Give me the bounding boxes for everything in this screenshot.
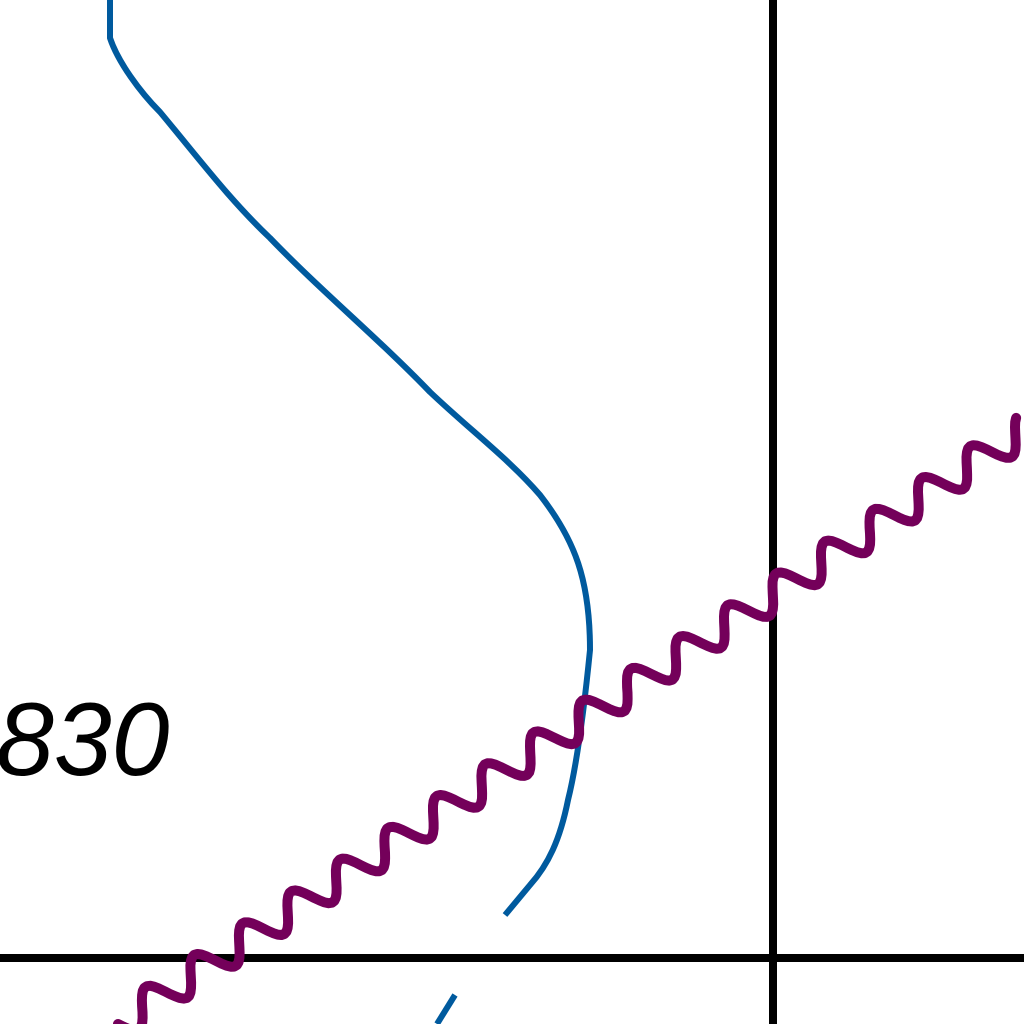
contour-line [107, 0, 593, 917]
boundary-line [113, 412, 1022, 1024]
contour-label: 830 [0, 682, 170, 798]
contour-line-segment [434, 993, 458, 1024]
